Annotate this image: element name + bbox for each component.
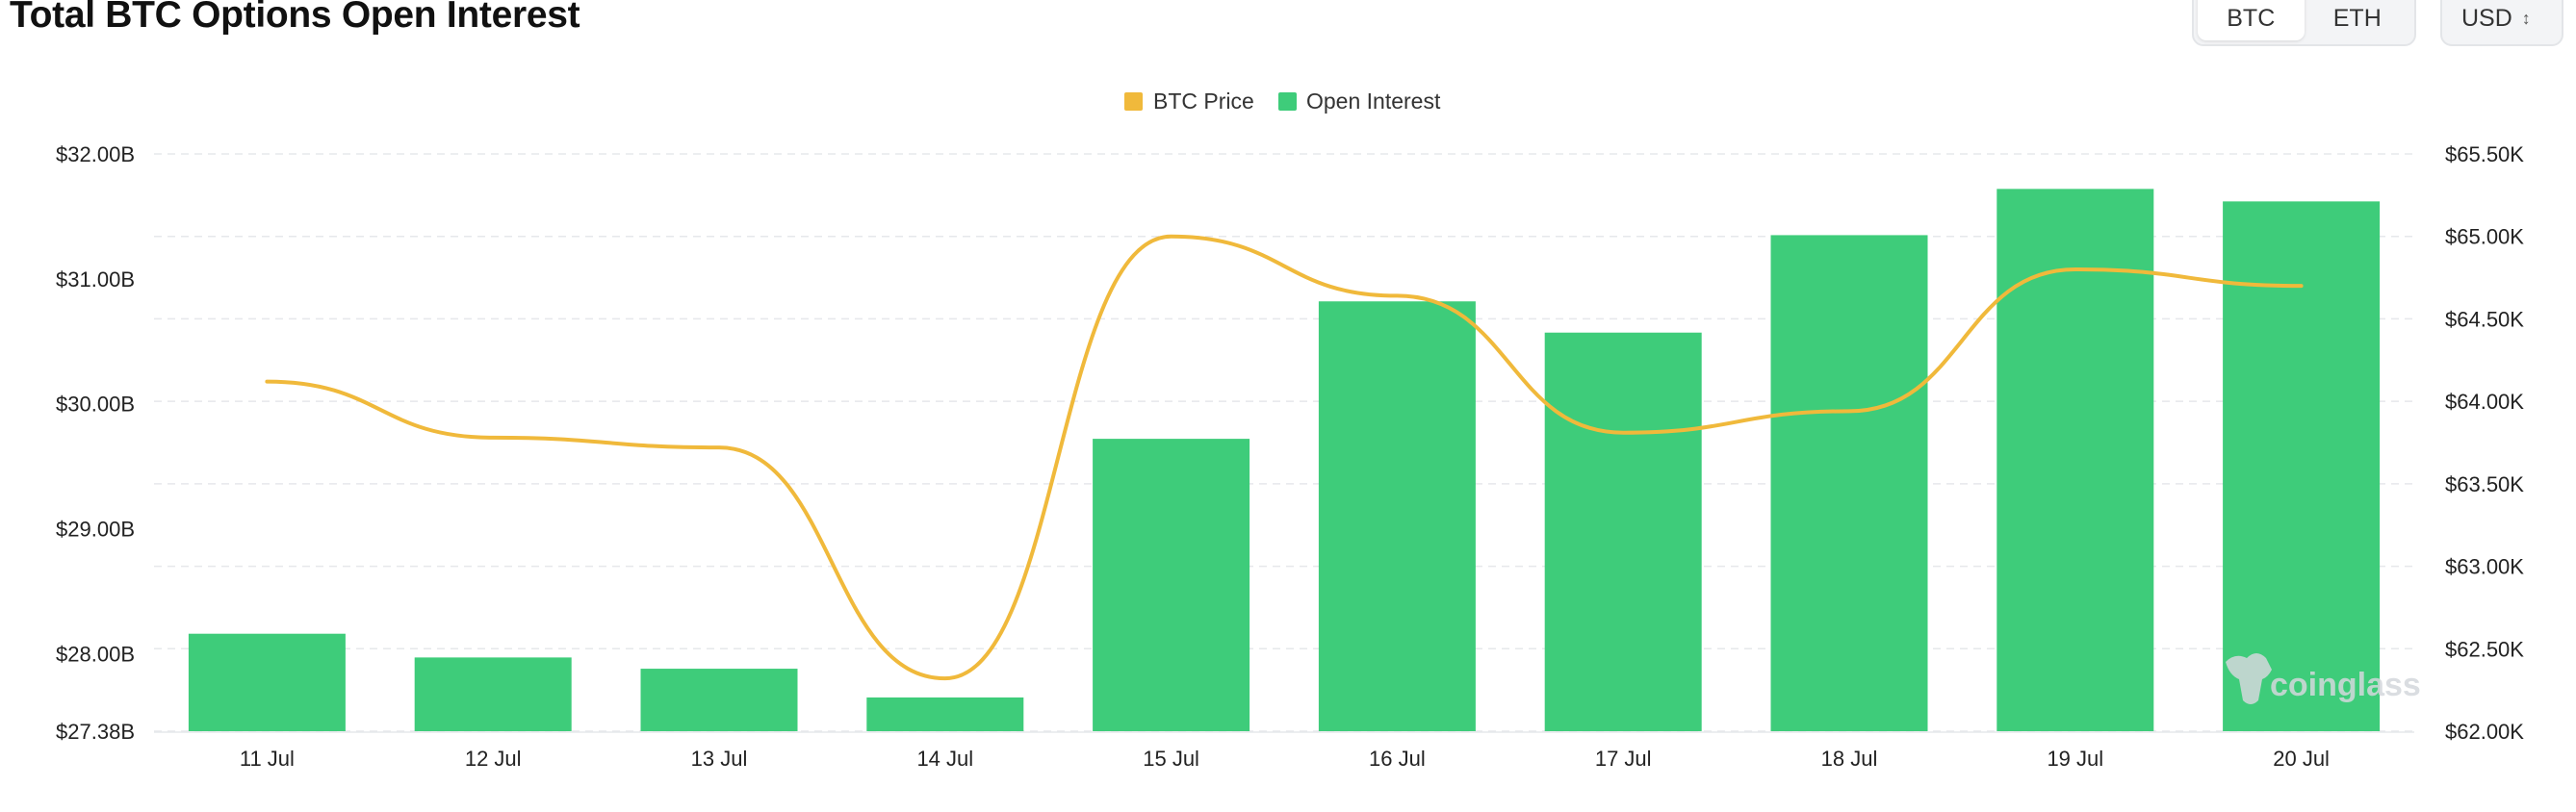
legend-label-price[interactable]: BTC Price <box>1153 89 1254 114</box>
left-axis: $32.00B $31.00B $30.00B $29.00B $28.00B $27.3… <box>56 142 135 744</box>
right-tick-label: $65.00K <box>2445 225 2524 249</box>
left-tick-label: $27.38B <box>56 720 135 744</box>
oi-bar <box>1996 189 2154 731</box>
legend-label-oi[interactable]: Open Interest <box>1306 89 1441 114</box>
coinglass-logo-icon <box>2226 653 2272 704</box>
legend-swatch-price <box>1124 92 1143 111</box>
x-tick-label: 11 Jul <box>240 747 295 771</box>
right-tick-label: $63.50K <box>2445 472 2524 496</box>
left-tick-label: $32.00B <box>56 142 135 166</box>
watermark-text: coinglass <box>2270 667 2421 703</box>
left-tick-label: $31.00B <box>56 267 135 292</box>
price-line <box>265 234 2304 681</box>
x-tick-label: 20 Jul <box>2273 747 2330 771</box>
left-tick-label: $30.00B <box>56 393 135 417</box>
right-tick-label: $65.50K <box>2445 142 2524 166</box>
tab-eth[interactable]: ETH <box>2332 4 2382 32</box>
tab-btc[interactable]: BTC <box>2198 0 2305 40</box>
right-tick-label: $64.00K <box>2445 390 2524 414</box>
price-line-path <box>265 234 2304 681</box>
oi-bar <box>1318 301 1476 731</box>
asset-toggle: BTC ETH <box>2192 0 2416 46</box>
left-tick-label: $29.00B <box>56 518 135 542</box>
x-tick-label: 17 Jul <box>1595 747 1652 771</box>
right-tick-label: $62.50K <box>2445 637 2524 661</box>
left-tick-label: $28.00B <box>56 642 135 666</box>
oi-bar <box>1544 332 1702 731</box>
x-tick-label: 15 Jul <box>1143 747 1199 771</box>
currency-value: USD <box>2461 4 2512 32</box>
x-tick-label: 14 Jul <box>916 747 973 771</box>
legend-swatch-oi <box>1278 92 1297 111</box>
currency-select[interactable]: USD ↕ <box>2440 0 2563 46</box>
oi-bar <box>1770 235 1928 731</box>
chevron-updown-icon: ↕ <box>2521 9 2531 28</box>
right-tick-label: $64.50K <box>2445 307 2524 331</box>
oi-bar <box>1093 439 1250 731</box>
oi-bar <box>866 697 1024 731</box>
x-tick-label: 13 Jul <box>691 747 748 771</box>
page-title: Total BTC Options Open Interest <box>10 0 580 36</box>
x-tick-label: 18 Jul <box>1821 747 1878 771</box>
oi-bar <box>414 657 572 731</box>
oi-bar <box>188 633 346 731</box>
x-tick-label: 12 Jul <box>465 747 522 771</box>
right-axis: $65.50K $65.00K $64.50K $64.00K $63.50K $63.0… <box>2445 142 2524 744</box>
right-tick-label: $63.00K <box>2445 555 2524 579</box>
watermark: coinglass <box>2226 653 2421 704</box>
oi-bar <box>640 669 798 731</box>
x-axis: 11 Jul 12 Jul 13 Jul 14 Jul 15 Jul 16 Jul 17 J… <box>154 731 2414 771</box>
x-tick-label: 19 Jul <box>2047 747 2103 771</box>
legend: BTC Price Open Interest <box>1124 89 1441 114</box>
bars <box>188 189 2381 731</box>
x-tick-label: 16 Jul <box>1369 747 1426 771</box>
oi-bar <box>2223 201 2381 731</box>
right-tick-label: $62.00K <box>2445 720 2524 744</box>
